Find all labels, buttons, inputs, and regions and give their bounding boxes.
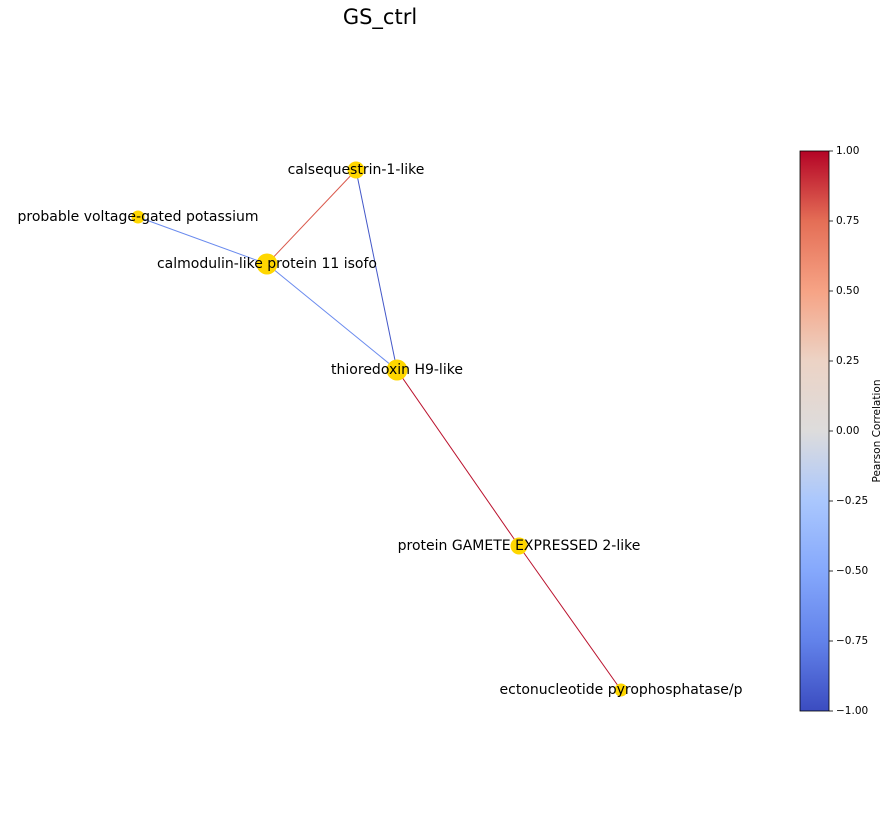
figure-title: GS_ctrl xyxy=(343,5,417,30)
colorbar-tick-label: −0.25 xyxy=(836,495,868,507)
edge-calsequestrin-calmodulin xyxy=(266,169,357,265)
node-label-calsequestrin: calsequestrin-1-like xyxy=(288,162,425,178)
colorbar-tick-label: 0.25 xyxy=(836,355,859,367)
node-label-ectonucleotide: ectonucleotide pyrophosphatase/p xyxy=(500,682,743,698)
node-potassium xyxy=(131,210,145,224)
edge-gamete-ectonucleotide xyxy=(518,545,622,691)
node-label-gamete: protein GAMETE EXPRESSED 2-like xyxy=(398,538,641,554)
colorbar-label: Pearson Correlation xyxy=(871,380,883,483)
node-thioredoxin xyxy=(386,359,408,381)
node-calmodulin xyxy=(256,253,278,275)
node-label-calmodulin: calmodulin-like protein 11 isofo xyxy=(157,256,377,272)
colorbar-tick-label: −1.00 xyxy=(836,705,868,717)
nodes-layer xyxy=(131,161,628,697)
colorbar-tick-label: −0.50 xyxy=(836,565,868,577)
colorbar-gradient xyxy=(799,150,830,712)
colorbar-tick-label: 1.00 xyxy=(836,145,859,157)
node-label-thioredoxin: thioredoxin H9-like xyxy=(331,362,463,378)
node-label-potassium: probable voltage-gated potassium xyxy=(18,209,259,225)
colorbar: 1.00 0.75 0.50 0.25 0.00 −0.25 −0.50 −0.75 −1.00… xyxy=(799,145,883,717)
colorbar-tick-label: 0.75 xyxy=(836,215,859,227)
edges-layer xyxy=(137,169,622,691)
edge-calsequestrin-thioredoxin xyxy=(355,169,398,371)
colorbar-tick-label: 0.00 xyxy=(836,425,859,437)
colorbar-ticks: 1.00 0.75 0.50 0.25 0.00 −0.25 −0.50 −0.75 −1.00 xyxy=(829,145,868,717)
edge-thioredoxin-gamete xyxy=(396,369,520,547)
node-calsequestrin xyxy=(347,161,365,179)
node-ectonucleotide xyxy=(614,683,628,697)
colorbar-tick-label: −0.75 xyxy=(836,635,868,647)
node-gamete xyxy=(510,537,528,555)
edge-calmodulin-thioredoxin xyxy=(266,263,398,371)
edge-potassium-calmodulin xyxy=(137,216,268,265)
labels-layer: calsequestrin-1-like probable voltage-gat… xyxy=(18,162,743,698)
colorbar-tick-label: 0.50 xyxy=(836,285,859,297)
